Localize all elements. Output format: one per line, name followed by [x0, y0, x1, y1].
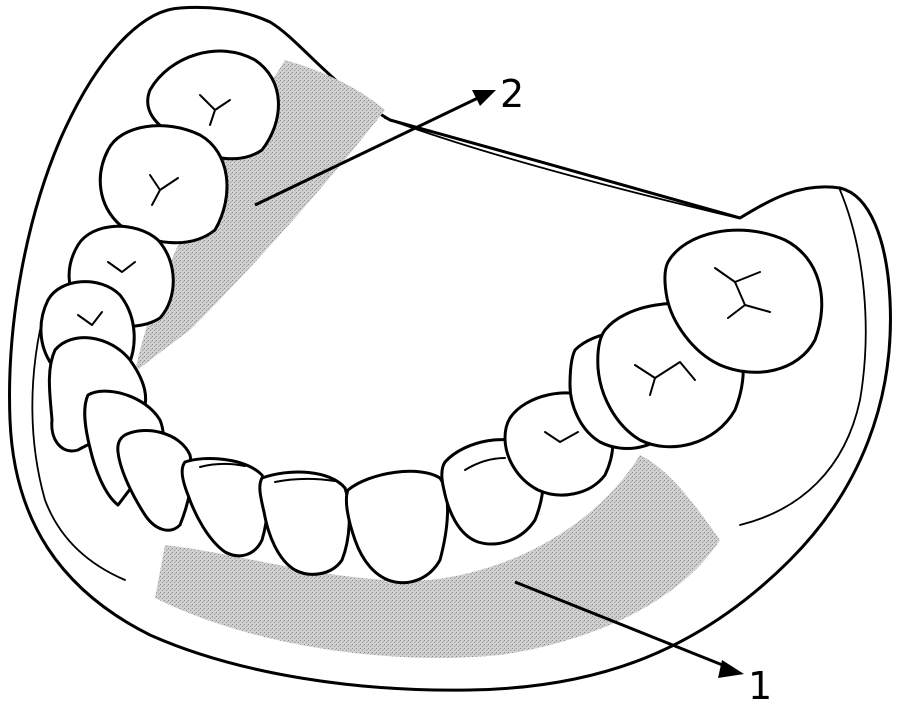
upper-palatal-region	[135, 60, 385, 372]
tooth-central-incisor-left	[258, 470, 351, 576]
tooth-central-incisor-right	[344, 469, 449, 585]
callout-2-leader	[254, 95, 481, 207]
fissure-right-molar-1	[634, 361, 696, 396]
fissure-left-premolar-2	[77, 311, 103, 326]
fissure-right-premolar-1	[544, 431, 579, 443]
right-flange-line	[739, 189, 867, 526]
callout-2-arrowhead	[472, 90, 496, 106]
tooth-left-incisor-2	[116, 429, 194, 532]
callout-1-leader	[514, 580, 731, 670]
fissure-left-molar-2	[149, 174, 179, 206]
fissure-central-incisor-left	[274, 477, 336, 483]
left-flange-line	[31, 329, 126, 581]
callout-label-1: 1	[748, 664, 773, 708]
tooth-left-incisor-1	[180, 457, 269, 558]
denture-base-outline	[8, 5, 892, 692]
fissure-right-incisor-1	[464, 457, 506, 471]
fissure-left-premolar-1	[107, 261, 136, 273]
callout-label-2: 2	[500, 72, 525, 116]
fissure-right-molar-2	[714, 267, 771, 319]
palatal-edge-line	[384, 117, 739, 219]
fissure-left-incisor-1	[199, 462, 246, 468]
tooth-left-molar-2	[98, 124, 229, 245]
fissure-left-molar-1	[199, 94, 231, 126]
callout-1-arrowhead	[718, 660, 744, 678]
